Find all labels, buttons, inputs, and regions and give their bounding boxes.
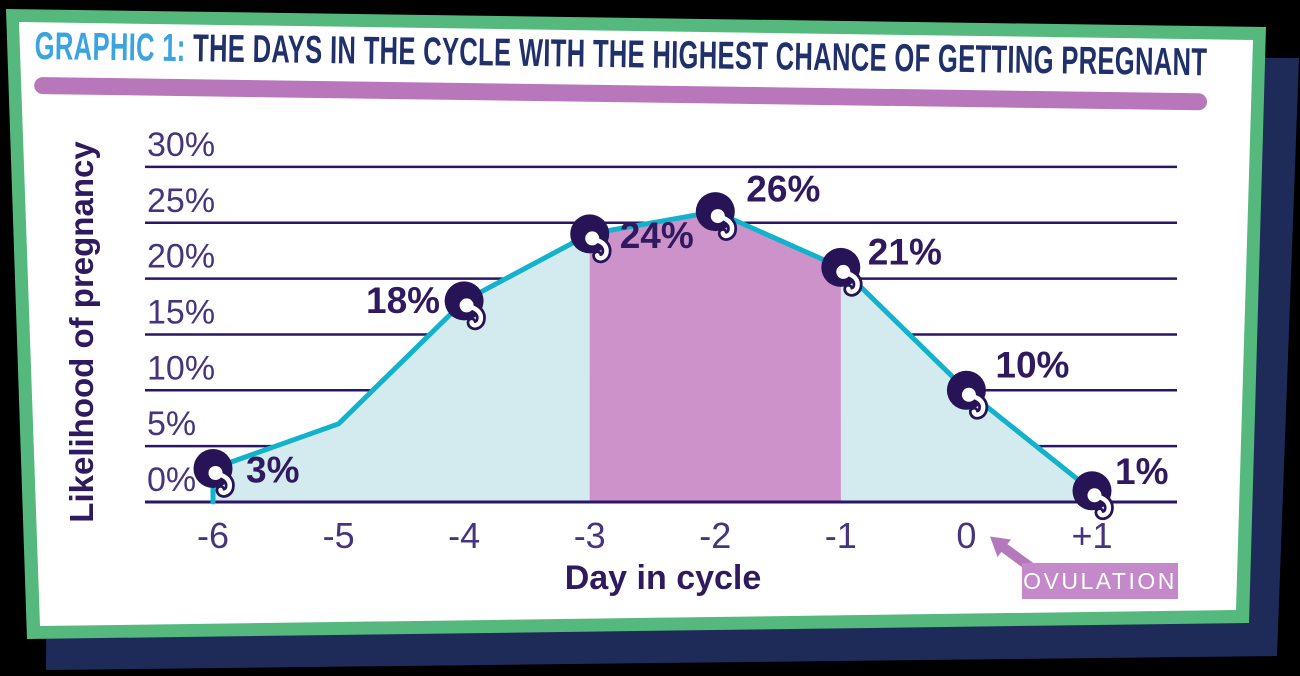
ovulation-box <box>1022 563 1178 599</box>
sperm-head <box>459 298 474 313</box>
x-tick-label: -5 <box>323 515 355 556</box>
x-tick-label: -6 <box>197 515 229 556</box>
sperm-head <box>585 231 600 246</box>
data-point-label: 18% <box>366 280 440 321</box>
sperm-head <box>710 209 725 224</box>
x-tick-label: -4 <box>448 515 480 556</box>
data-point-marker-day--1 <box>821 247 863 297</box>
sperm-tail <box>467 304 484 328</box>
sperm-head <box>1087 488 1102 503</box>
sperm-tail <box>593 237 609 261</box>
x-tick-label: -1 <box>825 515 857 556</box>
x-tick-label: -3 <box>574 515 606 556</box>
y-axis-title: Likelihood of pregnancy <box>63 141 100 523</box>
y-tick-label: 0% <box>147 461 196 499</box>
data-point-label: 24% <box>620 215 694 256</box>
data-point-label: 10% <box>995 344 1069 385</box>
data-point-label: 21% <box>868 231 942 272</box>
sperm-head <box>836 264 851 279</box>
sperm-tail <box>844 271 860 294</box>
data-point-label: 3% <box>246 450 299 491</box>
y-tick-label: 10% <box>147 349 215 387</box>
data-point-marker-day-1 <box>1072 471 1114 521</box>
sperm-head <box>961 387 976 402</box>
y-tick-label: 30% <box>147 126 215 164</box>
y-tick-label: 20% <box>147 238 215 276</box>
y-tick-label: 5% <box>147 405 196 443</box>
sperm-tail <box>719 215 735 239</box>
x-tick-label: 0 <box>956 515 976 556</box>
data-point-marker-day--6 <box>193 449 235 498</box>
sperm-tail <box>970 394 986 417</box>
x-axis-title: Day in cycle <box>565 559 762 597</box>
data-point-marker-day--2 <box>695 192 738 241</box>
data-point-marker-day--3 <box>570 214 612 264</box>
y-tick-label: 15% <box>147 293 215 331</box>
sperm-tail <box>1095 494 1112 518</box>
sperm-tail <box>216 472 233 496</box>
data-point-label: 26% <box>746 169 820 210</box>
ovulation-label: OVULATION <box>1023 568 1177 594</box>
ovulation-arrow-head <box>990 536 1011 557</box>
data-point-marker-day--4 <box>444 281 486 331</box>
data-point-marker-day-0 <box>946 370 989 420</box>
x-tick-label: -2 <box>699 515 731 556</box>
peak-days-highlight-band <box>589 211 841 502</box>
x-tick-label: +1 <box>1071 515 1112 556</box>
sperm-head <box>208 466 223 480</box>
data-point-label: 1% <box>1115 451 1168 492</box>
y-tick-label: 25% <box>147 182 215 220</box>
